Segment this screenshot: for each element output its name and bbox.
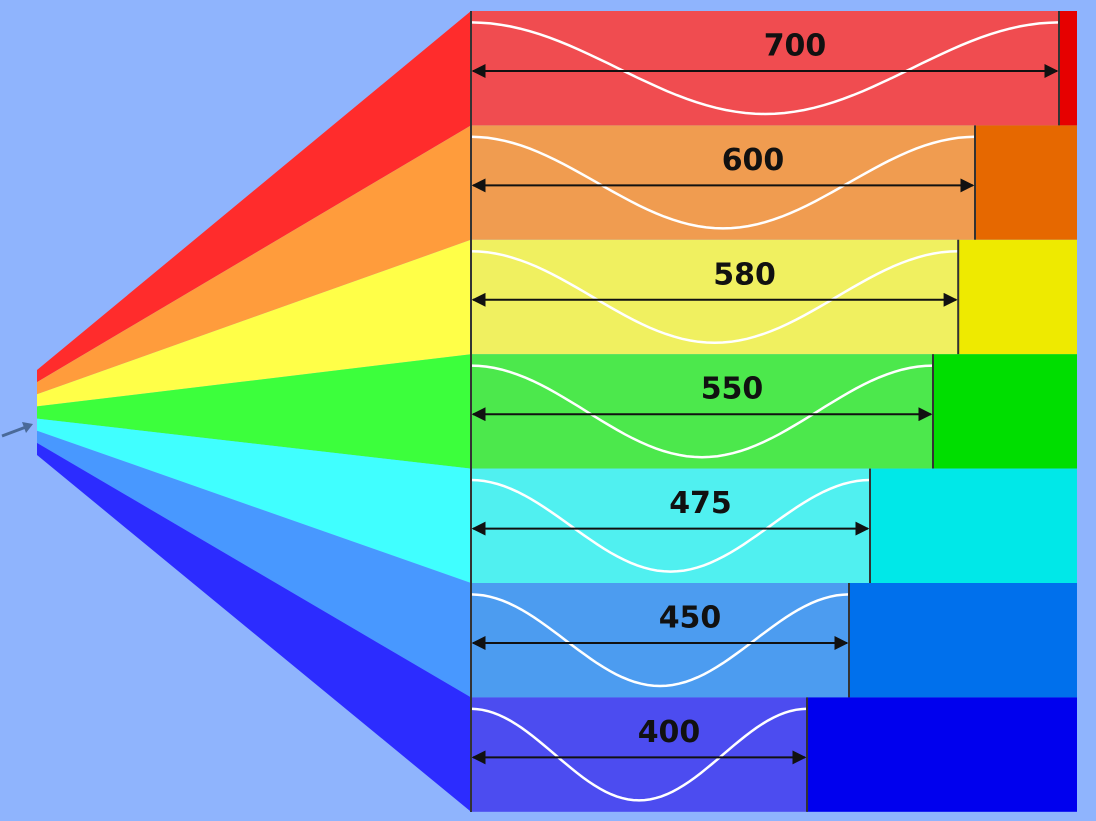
page: {"bands": [ {"wavelength": 700, "bar_col… bbox=[0, 0, 1096, 821]
rows: 700 600 580 550 475 450 400 bbox=[471, 11, 1077, 812]
fan bbox=[37, 11, 471, 812]
solid-block bbox=[849, 583, 1077, 697]
wavelength-label: 450 bbox=[659, 601, 722, 636]
wavelength-label: 700 bbox=[764, 29, 827, 64]
incoming-arrow bbox=[2, 427, 26, 436]
solid-block bbox=[958, 240, 1077, 354]
solid-block bbox=[933, 354, 1077, 468]
solid-block bbox=[870, 469, 1077, 583]
wavelength-label: 600 bbox=[722, 143, 785, 178]
wavelength-label: 475 bbox=[669, 486, 732, 521]
solid-block bbox=[975, 125, 1077, 239]
solid-block bbox=[1059, 11, 1077, 125]
solid-block bbox=[807, 697, 1077, 811]
wavelength-label: 550 bbox=[701, 372, 764, 407]
wavelength-label: 400 bbox=[638, 715, 701, 750]
spectrum-diagram: 700 600 580 550 475 450 400 bbox=[0, 0, 1096, 821]
wavelength-label: 580 bbox=[713, 257, 776, 292]
